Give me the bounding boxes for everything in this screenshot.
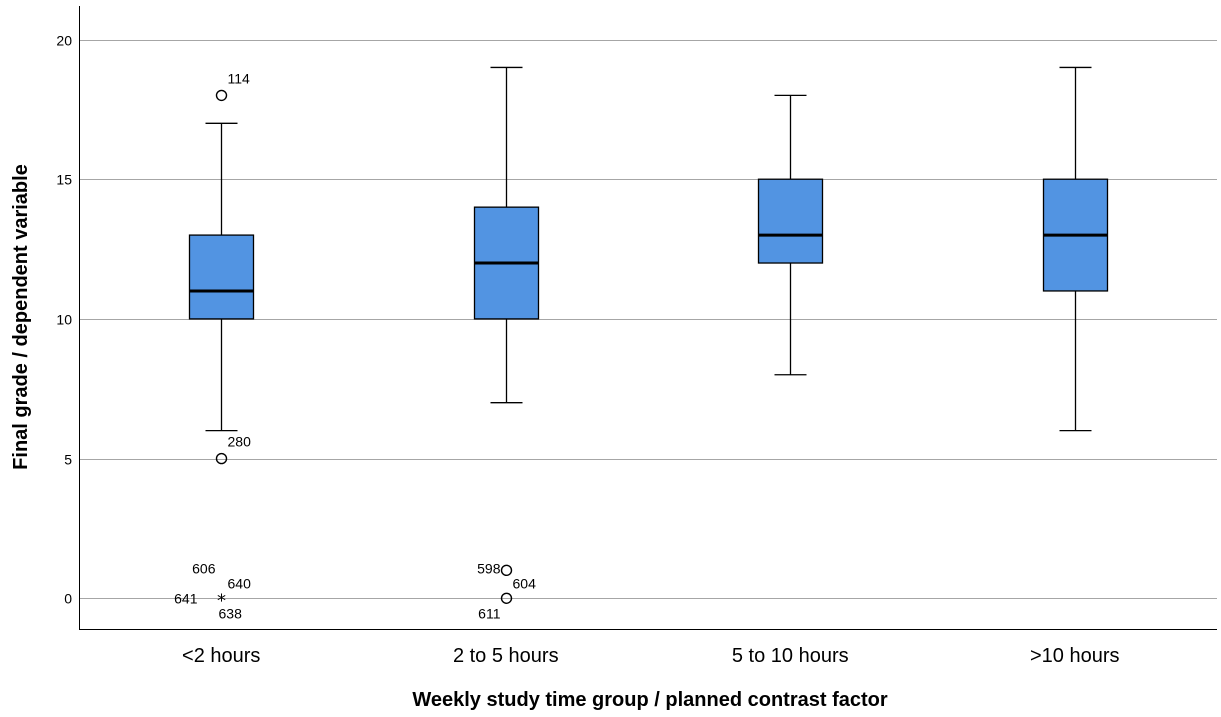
boxes: * [188, 66, 1109, 611]
y-tick-label: 20 [56, 33, 72, 49]
outlier-label: 641 [174, 590, 198, 606]
iqr-box [188, 234, 255, 320]
outlier-label: 114 [228, 70, 251, 86]
outlier-label: 638 [219, 605, 243, 621]
outlier-label: 604 [513, 575, 537, 591]
outlier-label: 611 [478, 605, 501, 621]
labels: 0 5 10 15 20 <2 hours 2 to 5 hours 5 to 10 hour… [56, 33, 1119, 668]
outlier-circle [500, 564, 513, 577]
outlier-label: 598 [477, 560, 501, 576]
outlier-label: 606 [192, 560, 216, 576]
y-tick-label: 15 [56, 172, 72, 188]
outlier-label: 280 [228, 434, 252, 450]
outlier-circle [500, 592, 513, 604]
outlier-circle [215, 89, 228, 102]
extreme-outlier-star: * [217, 590, 226, 611]
box-group [757, 94, 824, 376]
y-axis-title: Final grade / dependent variable [10, 164, 32, 470]
iqr-box [757, 178, 824, 264]
gridlines [79, 40, 1217, 599]
y-tick-label: 5 [64, 452, 72, 468]
x-tick-label: >10 hours [1030, 645, 1120, 667]
x-axis-title: Weekly study time group / planned contra… [412, 689, 887, 711]
y-tick-label: 10 [56, 312, 72, 328]
outlier-label: 640 [228, 575, 252, 591]
outlier-circle [215, 452, 228, 465]
axes [79, 6, 1217, 630]
y-tick-label: 0 [64, 591, 72, 607]
box-group: * [188, 89, 255, 611]
x-tick-label: 2 to 5 hours [453, 645, 559, 667]
x-tick-label: <2 hours [182, 645, 260, 667]
x-tick-label: 5 to 10 hours [732, 645, 849, 667]
box-group [1042, 66, 1109, 432]
box-group [473, 66, 540, 604]
